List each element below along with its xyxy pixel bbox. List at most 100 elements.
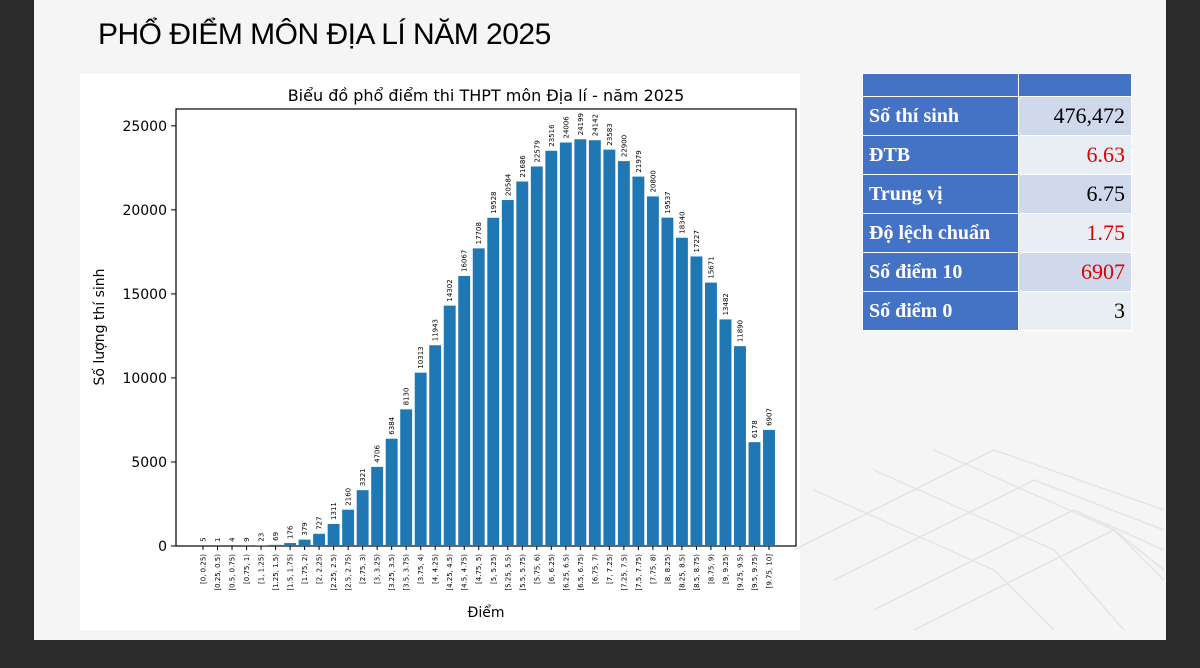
- y-axis: 0 5000 10000 15000 20000 25000: [122, 119, 176, 555]
- bar-value-label: 1: [214, 538, 222, 542]
- x-tick-label: [1.5, 1.75): [287, 554, 295, 591]
- chart-title: Biểu đồ phổ điểm thi THPT môn Địa lí - n…: [288, 86, 685, 105]
- x-tick-label: [4, 4.25): [432, 554, 440, 584]
- bar-value-label: 20584: [504, 173, 512, 196]
- x-tick-label: [5.25, 5.5): [504, 554, 512, 591]
- bar: [617, 161, 630, 546]
- x-tick-label: [5.75, 6): [533, 554, 541, 584]
- stats-row: Số điểm 10 6907: [862, 252, 1132, 292]
- bar: [574, 139, 587, 546]
- bar-value-label: 727: [316, 516, 324, 529]
- bar: [472, 248, 485, 546]
- y-tick-label: 15000: [122, 287, 167, 303]
- x-tick-label: [0.25, 0.5): [214, 554, 222, 591]
- bar: [487, 217, 500, 546]
- bar: [516, 181, 529, 546]
- chart-panel: Biểu đồ phổ điểm thi THPT môn Địa lí - n…: [80, 74, 800, 630]
- x-tick-label: [2.75, 3): [359, 554, 367, 584]
- bar-value-label: 4: [229, 537, 237, 542]
- bar-value-label: 379: [301, 522, 309, 535]
- bar: [763, 429, 775, 546]
- x-tick-label: [7.5, 7.75): [635, 554, 643, 591]
- bar: [356, 490, 369, 546]
- bar: [313, 533, 326, 546]
- stats-header-row: [862, 73, 1132, 97]
- bar: [501, 200, 514, 546]
- bar-value-label: 24006: [562, 116, 570, 139]
- bar: [458, 275, 471, 546]
- x-tick-label: [9.75, 10]: [766, 554, 774, 589]
- bar-value-label: 21686: [519, 155, 527, 178]
- bar: [269, 544, 282, 546]
- x-tick-label: [4.75, 5): [475, 554, 483, 584]
- stats-label: Độ lệch chuẩn: [862, 213, 1019, 253]
- bar: [342, 509, 355, 546]
- bar: [284, 543, 297, 546]
- y-tick-label: 0: [158, 539, 167, 555]
- bar-value-label: 23516: [548, 124, 556, 147]
- x-tick-label: [7.75, 8): [649, 554, 657, 584]
- stats-row: Số thí sinh 476,472: [862, 96, 1132, 136]
- bar-value-label: 19528: [490, 191, 498, 213]
- bar: [298, 539, 311, 546]
- bar-value-labels: 5 1 4 9 23 69 176 379 727 1311 2160 3321 4706 6384 813…: [200, 113, 774, 542]
- bar: [675, 237, 688, 546]
- x-tick-label: [5, 5.25): [490, 554, 498, 584]
- score-distribution-chart: Biểu đồ phổ điểm thi THPT môn Địa lí - n…: [91, 86, 797, 621]
- bar-value-label: 23: [258, 533, 266, 542]
- bar-value-label: 18340: [678, 211, 686, 233]
- x-tick-label: [6.75, 7): [591, 554, 599, 584]
- y-tick-label: 20000: [122, 203, 167, 219]
- x-tick-label: [2.25, 2.5): [330, 554, 338, 591]
- bar: [646, 196, 659, 546]
- bars: [197, 139, 775, 547]
- stats-value: 6.75: [1018, 174, 1132, 214]
- stats-value: 3: [1018, 291, 1132, 331]
- bar: [588, 140, 601, 546]
- bar: [327, 523, 340, 546]
- bar-value-label: 1311: [330, 502, 338, 520]
- stats-row: Độ lệch chuẩn 1.75: [862, 213, 1132, 253]
- x-axis-label: Điểm: [468, 604, 505, 621]
- bar: [632, 176, 645, 546]
- x-tick-label: [3.25, 3.5): [388, 554, 396, 591]
- x-tick-label: [1.75, 2): [301, 554, 309, 584]
- bar-value-label: 6907: [766, 408, 774, 426]
- bar: [661, 217, 674, 546]
- bar: [385, 438, 398, 546]
- decorative-grid-pattern: [794, 449, 1164, 630]
- x-tick-label: [6.5, 6.75): [577, 554, 585, 591]
- slide-title: PHỔ ĐIỂM MÔN ĐỊA LÍ NĂM 2025: [98, 18, 551, 51]
- bar-value-label: 14302: [446, 279, 454, 301]
- x-tick-label: [6, 6.25): [548, 554, 556, 584]
- x-axis: [0, 0.25) [0.25, 0.5) [0.5, 0.75) [0.75, 1)…: [200, 546, 774, 591]
- bar-value-label: 22900: [620, 135, 628, 157]
- x-tick-label: [0, 0.25): [200, 554, 208, 584]
- bar-value-label: 22579: [533, 140, 541, 162]
- bar-value-label: 5: [200, 537, 208, 541]
- bar-value-label: 4706: [374, 445, 382, 463]
- bar: [443, 305, 456, 546]
- bar-value-label: 15671: [707, 256, 715, 278]
- stats-header-cell: [862, 73, 1019, 97]
- x-tick-label: [4.5, 4.75): [461, 554, 469, 591]
- x-tick-label: [0.75, 1): [243, 554, 251, 584]
- bar: [414, 372, 427, 546]
- bar: [748, 442, 761, 546]
- bar-value-label: 21979: [635, 150, 643, 172]
- stats-label: Số điểm 0: [862, 291, 1019, 331]
- x-tick-label: [7.25, 7.5): [620, 554, 628, 591]
- stats-label: Số điểm 10: [862, 252, 1019, 292]
- bar: [704, 282, 717, 546]
- bar-value-label: 17227: [693, 230, 701, 252]
- bar: [371, 466, 384, 546]
- bar: [719, 319, 732, 546]
- bar-value-label: 11943: [432, 319, 440, 341]
- stats-value: 6.63: [1018, 135, 1132, 175]
- stats-table: Số thí sinh 476,472 ĐTB 6.63 Trung vị 6.…: [862, 73, 1132, 331]
- x-tick-label: [9.5, 9.75): [751, 554, 759, 591]
- y-axis-label: Số lượng thí sinh: [91, 268, 108, 385]
- bar-value-label: 3321: [359, 468, 367, 486]
- x-tick-label: [5.5, 5.75): [519, 554, 527, 591]
- y-tick-label: 10000: [122, 371, 167, 387]
